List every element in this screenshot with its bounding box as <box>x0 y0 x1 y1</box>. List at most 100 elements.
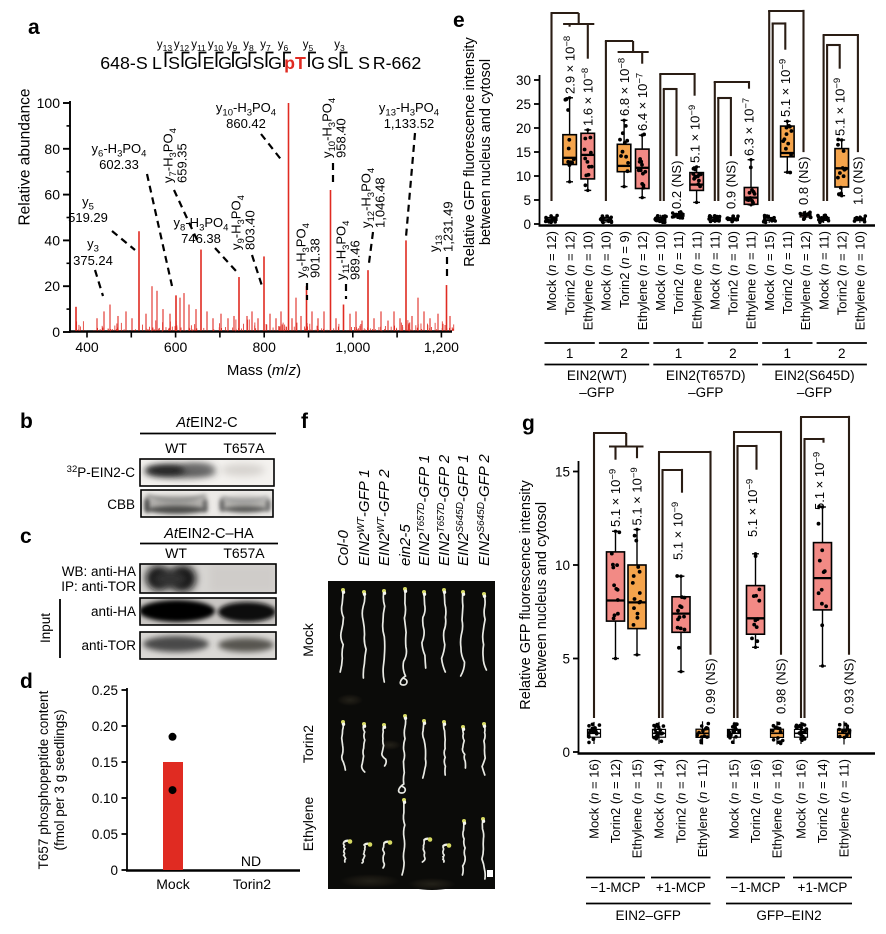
svg-text:y11: y11 <box>191 39 206 53</box>
svg-text:CBB: CBB <box>107 497 135 512</box>
svg-text:602.33: 602.33 <box>99 157 139 172</box>
svg-text:Torin2 (n = 11): Torin2 (n = 11) <box>780 231 795 314</box>
svg-text:400: 400 <box>75 339 99 355</box>
svg-text:y3​: y3​ <box>87 236 99 255</box>
svg-text:y12: y12 <box>174 39 189 53</box>
svg-text:Ethylene (n = 10): Ethylene (n = 10) <box>853 231 868 330</box>
svg-text:g: g <box>522 412 535 435</box>
svg-text:pT: pT <box>284 53 306 73</box>
svg-text:Torin2 (n = 12): Torin2 (n = 12) <box>562 231 577 315</box>
svg-text:EIN2T657D​-GFP 1: EIN2T657D​-GFP 1 <box>416 455 433 566</box>
svg-text:y9​-H3​PO4​: y9​-H3​PO4​ <box>294 223 313 278</box>
svg-text:Ethylene (n = 16): Ethylene (n = 16) <box>770 759 785 858</box>
svg-text:–GFP: –GFP <box>797 385 832 400</box>
svg-text:Mock (n = 11): Mock (n = 11) <box>816 231 831 310</box>
svg-text:1.0 (NS): 1.0 (NS) <box>851 157 866 205</box>
svg-text:y9: y9 <box>227 39 238 53</box>
svg-text:5.1 × 10−9​: 5.1 × 10−9​ <box>629 467 645 525</box>
svg-text:Mock (n = 10): Mock (n = 10) <box>653 231 668 311</box>
svg-text:EIN2(T657D): EIN2(T657D) <box>666 368 746 383</box>
svg-text:EIN2WT​-GFP 1: EIN2WT​-GFP 1 <box>356 469 373 566</box>
svg-text:y5: y5 <box>303 39 314 53</box>
svg-text:G: G <box>268 53 282 73</box>
svg-text:958.40: 958.40 <box>334 118 349 158</box>
svg-text:(fmol per 3 g seedlings): (fmol per 3 g seedlings) <box>52 709 67 850</box>
svg-text:Ethylene (n = 11): Ethylene (n = 11) <box>837 759 852 857</box>
svg-text:S: S <box>327 53 339 73</box>
svg-text:1.6 × 10−8​: 1.6 × 10−8​ <box>580 68 596 126</box>
svg-text:901.38: 901.38 <box>308 238 323 278</box>
svg-text:Torin2 (n = 11): Torin2 (n = 11) <box>671 231 686 314</box>
svg-text:Ethylene (n = 12): Ethylene (n = 12) <box>635 231 650 330</box>
svg-text:y5​: y5​ <box>82 194 94 213</box>
svg-text:AtEIN2-C: AtEIN2-C <box>175 415 237 431</box>
svg-text:ein2-5: ein2-5 <box>397 524 414 566</box>
svg-text:6.3 × 10−7​: 6.3 × 10−7​ <box>741 98 757 156</box>
svg-text:0: 0 <box>52 324 60 340</box>
svg-text:Torin2 (n = 12): Torin2 (n = 12) <box>674 759 689 843</box>
svg-text:5: 5 <box>523 193 531 208</box>
svg-text:1,046.48: 1,046.48 <box>373 177 388 228</box>
svg-text:Mock: Mock <box>156 876 190 892</box>
svg-text:0.05: 0.05 <box>92 827 118 842</box>
svg-text:f: f <box>301 410 309 433</box>
svg-text:R-662: R-662 <box>373 53 421 73</box>
svg-text:Torin2 (n = 12): Torin2 (n = 12) <box>834 231 849 315</box>
svg-text:Ethylene (n = 12): Ethylene (n = 12) <box>798 231 813 330</box>
svg-text:T657A: T657A <box>223 440 265 456</box>
svg-text:Relative GFP fluorescence inte: Relative GFP fluorescence intensity <box>462 37 478 267</box>
svg-text:Mock (n = 15): Mock (n = 15) <box>727 759 742 839</box>
svg-text:Mock (n = 16): Mock (n = 16) <box>794 759 809 839</box>
svg-text:5.1 × 10−9​: 5.1 × 10−9​ <box>608 469 624 527</box>
svg-text:Torin2: Torin2 <box>233 876 271 892</box>
svg-text:5.1 × 10−9​: 5.1 × 10−9​ <box>670 502 686 560</box>
svg-text:EIN2–GFP: EIN2–GFP <box>616 908 681 923</box>
svg-text:EIN2T657D​-GFP 2: EIN2T657D​-GFP 2 <box>436 454 453 566</box>
svg-text:T657 phosphopeptide content: T657 phosphopeptide content <box>36 690 51 869</box>
svg-text:y6​-H3​PO4​: y6​-H3​PO4​ <box>92 141 147 160</box>
svg-text:1,000: 1,000 <box>335 339 370 355</box>
svg-text:y10: y10 <box>208 39 223 53</box>
svg-text:EIN2S645D​-GFP 2: EIN2S645D​-GFP 2 <box>476 454 493 566</box>
svg-text:–GFP: –GFP <box>688 385 723 400</box>
svg-text:Mock: Mock <box>300 622 316 656</box>
svg-text:800: 800 <box>253 339 277 355</box>
svg-text:1,231.49: 1,231.49 <box>441 201 456 252</box>
svg-text:Ethylene (n = 11): Ethylene (n = 11) <box>695 759 710 857</box>
svg-text:1: 1 <box>566 346 574 361</box>
svg-text:G: G <box>311 53 325 73</box>
svg-text:c: c <box>20 525 32 548</box>
svg-text:G: G <box>218 53 232 73</box>
svg-text:32​P-EIN2-C: 32​P-EIN2-C <box>67 464 136 480</box>
svg-text:y13: y13 <box>157 39 172 53</box>
svg-text:EIN2(WT): EIN2(WT) <box>567 368 627 383</box>
svg-text:2.9 × 10−8​: 2.9 × 10−8​ <box>562 36 578 94</box>
svg-text:T657A: T657A <box>223 545 265 561</box>
svg-text:S: S <box>253 53 265 73</box>
svg-text:d: d <box>20 670 33 693</box>
svg-text:Torin2 (n = 12): Torin2 (n = 12) <box>608 759 623 843</box>
svg-text:b: b <box>20 410 33 433</box>
svg-text:10: 10 <box>516 169 531 184</box>
svg-text:60: 60 <box>44 187 60 203</box>
svg-text:Mock (n = 10): Mock (n = 10) <box>599 231 614 311</box>
svg-text:Input: Input <box>38 613 53 643</box>
svg-text:Ethylene (n = 10): Ethylene (n = 10) <box>581 231 596 330</box>
svg-text:10: 10 <box>555 558 570 573</box>
svg-text:ND: ND <box>241 853 261 869</box>
svg-text:0: 0 <box>110 863 118 878</box>
svg-text:Mock (n = 14): Mock (n = 14) <box>652 759 667 839</box>
svg-text:a: a <box>28 16 40 39</box>
svg-text:5.1 × 10−9​: 5.1 × 10−9​ <box>687 105 703 163</box>
svg-text:803.40: 803.40 <box>243 210 258 250</box>
svg-text:Mock (n = 11): Mock (n = 11) <box>708 231 723 310</box>
svg-text:L: L <box>152 53 162 73</box>
svg-text:600: 600 <box>164 339 188 355</box>
svg-text:L: L <box>344 53 354 73</box>
svg-text:0.15: 0.15 <box>92 755 118 770</box>
svg-text:860.42: 860.42 <box>226 116 266 131</box>
svg-text:WB: anti-HA: WB: anti-HA <box>62 564 136 579</box>
svg-text:AtEIN2-C–HA: AtEIN2-C–HA <box>163 526 254 542</box>
svg-text:Ethylene (n = 11): Ethylene (n = 11) <box>744 231 759 329</box>
svg-text:375.24: 375.24 <box>73 253 113 268</box>
